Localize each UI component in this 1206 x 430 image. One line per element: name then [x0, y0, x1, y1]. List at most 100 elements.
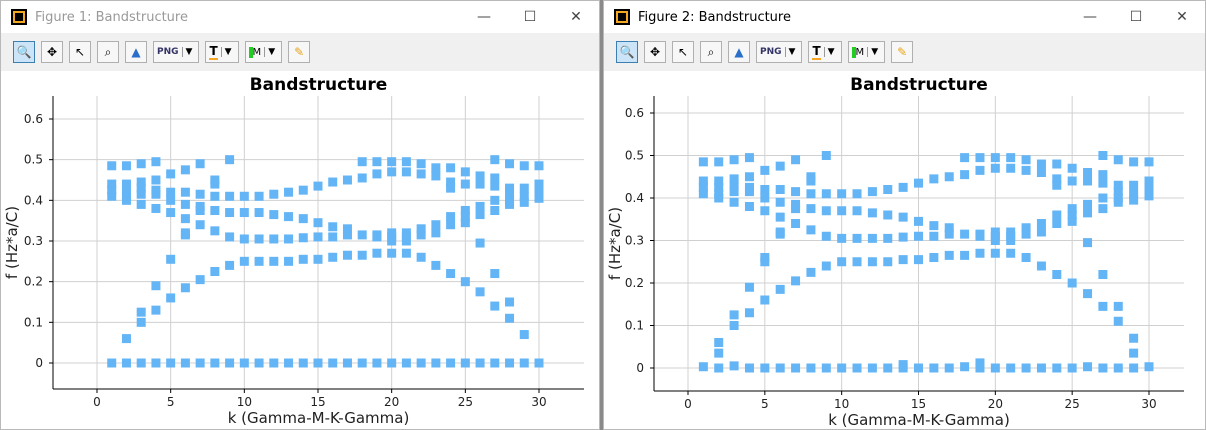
plot[interactable]: 0 5 10 15 20 25 30 0 0.1 0.2 0.3 0.4 0.5 0.6 Bandstruc…	[1, 71, 600, 430]
data-point	[960, 170, 970, 180]
plot[interactable]: 0 5 10 15 20 25 30 0 0.1 0.2 0.3 0.4 0.5 0.6 Bandstruc…	[604, 71, 1206, 430]
data-point	[1098, 301, 1108, 311]
minimize-button[interactable]: —	[1083, 9, 1097, 25]
data-point	[852, 363, 862, 373]
data-point	[254, 191, 264, 201]
zoom-button[interactable]: 🔍	[616, 41, 638, 63]
dropdown-arrow-icon[interactable]: ▼	[220, 47, 235, 57]
x-tick-label: 25	[1065, 397, 1080, 411]
data-point	[225, 155, 235, 165]
data-point	[416, 159, 426, 169]
pencil-button[interactable]: ✎	[891, 41, 914, 63]
minimize-button[interactable]: —	[477, 9, 491, 25]
y-tick-label: 0.4	[625, 191, 644, 205]
title-bar[interactable]: Figure 1: Bandstructure — ☐ ✕	[1, 1, 599, 33]
data-point	[760, 165, 770, 175]
pointer-button[interactable]: ↖	[69, 41, 91, 63]
data-point	[1052, 180, 1062, 190]
pan-button[interactable]: ✥	[41, 41, 63, 63]
data-point	[990, 363, 1000, 373]
data-point	[136, 159, 146, 169]
data-point	[416, 358, 426, 368]
data-point	[698, 182, 708, 192]
data-point	[975, 231, 985, 241]
data-point	[1083, 199, 1093, 209]
dropdown-arrow-icon[interactable]: ▼	[181, 47, 196, 57]
data-point	[1113, 180, 1123, 190]
data-point	[729, 155, 739, 165]
x-tick-label: 5	[761, 397, 769, 411]
pan-button[interactable]: ✥	[644, 41, 666, 63]
data-point	[166, 208, 176, 218]
data-point	[254, 256, 264, 266]
dropdown-arrow-icon[interactable]: ▼	[784, 47, 799, 57]
zoom-region-button[interactable]: ⌕	[700, 41, 722, 63]
data-point	[775, 284, 785, 294]
data-point	[883, 185, 893, 194]
data-point	[1144, 191, 1154, 201]
zoom-button[interactable]: 🔍	[13, 41, 35, 63]
x-tick-label: 0	[684, 397, 692, 411]
text-button[interactable]: T ▼	[808, 41, 842, 63]
zoom-region-button[interactable]: ⌕	[97, 41, 119, 63]
y-axis-label: f (Hz*a/C)	[3, 206, 21, 279]
mountain-button[interactable]: ▲	[728, 41, 750, 63]
data-point	[1052, 270, 1062, 279]
marker-button[interactable]: M ▼	[847, 41, 886, 63]
data-point	[775, 185, 785, 194]
close-button[interactable]: ✕	[570, 9, 582, 25]
data-point	[1144, 176, 1154, 186]
data-point	[791, 363, 801, 373]
png-export-button[interactable]: PNG ▼	[153, 41, 200, 63]
close-button[interactable]: ✕	[1176, 9, 1188, 25]
data-point	[821, 189, 831, 199]
text-icon: T	[812, 44, 821, 60]
data-point	[254, 208, 264, 218]
data-point	[372, 169, 382, 179]
data-point	[460, 358, 470, 368]
data-point	[1036, 227, 1046, 237]
data-point	[166, 187, 176, 197]
data-point	[1129, 195, 1139, 205]
png-export-icon: PNG	[760, 47, 782, 57]
data-point	[929, 253, 939, 262]
pointer-button[interactable]: ↖	[672, 41, 694, 63]
data-point	[744, 153, 754, 163]
mountain-button[interactable]: ▲	[125, 41, 147, 63]
marker-button[interactable]: M ▼	[244, 41, 283, 63]
data-point	[239, 358, 249, 368]
chart-title: Bandstructure	[250, 75, 388, 95]
data-point	[698, 362, 708, 372]
data-point	[121, 185, 131, 195]
pencil-button[interactable]: ✎	[288, 41, 311, 63]
dropdown-arrow-icon[interactable]: ▼	[867, 47, 881, 57]
y-tick-label: 0	[636, 361, 644, 375]
data-point	[1036, 159, 1046, 169]
x-tick-label: 20	[988, 397, 1003, 411]
text-icon: T	[209, 44, 218, 60]
data-point	[519, 183, 529, 193]
title-bar[interactable]: Figure 2: Bandstructure — ☐ ✕	[604, 1, 1205, 33]
data-point	[714, 363, 724, 373]
dropdown-arrow-icon[interactable]: ▼	[264, 47, 278, 57]
data-point	[698, 189, 708, 199]
text-button[interactable]: T ▼	[205, 41, 239, 63]
window-title: Figure 2: Bandstructure	[638, 9, 791, 25]
data-point	[180, 187, 190, 197]
png-export-button[interactable]: PNG ▼	[756, 41, 803, 63]
data-point	[372, 232, 382, 242]
data-point	[1144, 185, 1154, 194]
pointer-icon: ↖	[677, 45, 689, 59]
data-point	[867, 208, 877, 218]
x-tick-label: 30	[1141, 397, 1156, 411]
data-point	[195, 206, 205, 215]
data-point	[775, 212, 785, 222]
maximize-button[interactable]: ☐	[1129, 9, 1143, 25]
data-point	[852, 257, 862, 267]
dropdown-arrow-icon[interactable]: ▼	[823, 47, 838, 57]
data-point	[136, 199, 146, 209]
data-point	[372, 248, 382, 258]
maximize-button[interactable]: ☐	[523, 9, 537, 25]
data-point	[210, 358, 220, 368]
data-point	[357, 358, 367, 368]
